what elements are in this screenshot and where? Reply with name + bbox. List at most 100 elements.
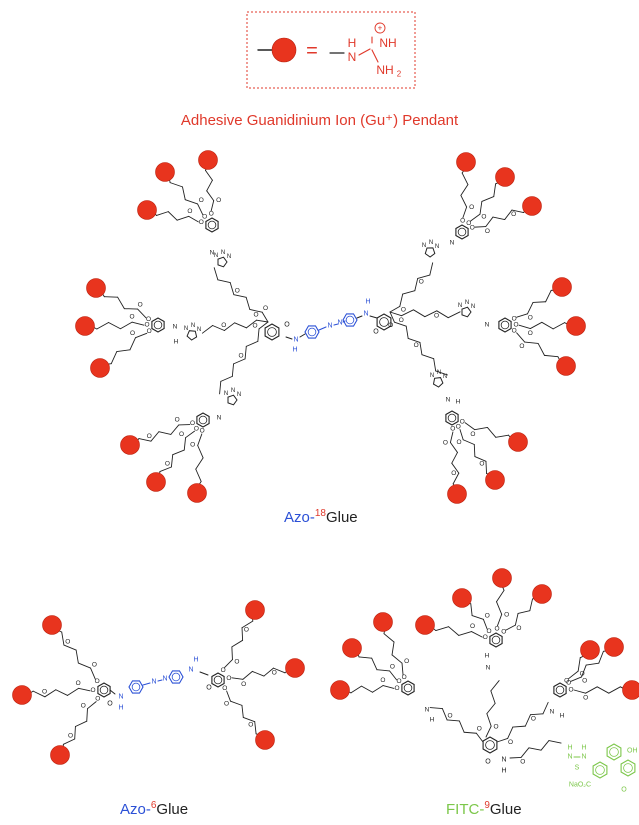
ether-oxygen: O [200, 427, 205, 434]
linker-n: N [486, 665, 491, 672]
peg-bond [496, 601, 503, 615]
peg-bond [376, 669, 390, 672]
peg-bond [233, 358, 246, 365]
aromatic-circle [131, 682, 141, 692]
guanidinium-pendant [255, 730, 275, 750]
benzene-ring [376, 313, 392, 331]
peg-oxygen: O [399, 317, 404, 324]
legend-equals: = [306, 40, 318, 62]
peg-bond [217, 279, 231, 283]
peg-bond [486, 702, 496, 715]
peg-bond [170, 424, 180, 435]
guanidinium-pendant [580, 640, 600, 660]
azo-n: N [151, 679, 156, 686]
peg-bond [245, 296, 251, 310]
peg-bond [231, 677, 244, 680]
peg-oxygen: O [580, 671, 585, 678]
linker-n: N [446, 397, 451, 404]
peg-oxygen: O [199, 197, 204, 204]
peg-bond [150, 431, 160, 442]
peg-bond [185, 430, 195, 439]
peg-bond [119, 321, 133, 330]
peg-bond [230, 700, 243, 706]
benzene-ring [304, 325, 320, 339]
azo-bond [318, 326, 327, 331]
ether-oxygen: O [483, 634, 488, 641]
legend-h: H [348, 36, 357, 50]
peg-bond [183, 437, 187, 451]
linker-h: H [174, 339, 179, 346]
peg-bond [201, 325, 214, 334]
peg-bond [226, 690, 231, 702]
guanidinium-pendant [415, 615, 435, 635]
peg-bond [496, 589, 505, 603]
amide-h: H [365, 299, 370, 306]
peg-bond [529, 321, 543, 330]
triazole-ring [217, 256, 228, 268]
peg-bond [75, 649, 79, 664]
peg-bond [446, 719, 460, 722]
caption-azo18-suffix: Glue [325, 509, 358, 526]
peg-oxygen: O [485, 613, 490, 620]
peg-bond [197, 433, 203, 446]
peg-bond [389, 311, 395, 323]
aromatic-circle [447, 413, 457, 423]
aromatic-circle [500, 320, 510, 330]
guanidinium-pendant [146, 472, 166, 492]
peg-oxygen: O [272, 670, 277, 677]
benzene-ring [592, 761, 608, 779]
peg-bond [273, 667, 286, 674]
amide-h: H [501, 768, 506, 775]
peg-oxygen: O [216, 197, 221, 204]
guanidinium-pendant [285, 658, 305, 678]
legend-nh: NH [379, 36, 396, 50]
peg-oxygen: O [253, 312, 258, 319]
peg-bond [231, 646, 233, 660]
legend-title: Adhesive Guanidinium Ion (Gu⁺) Pendant [180, 112, 459, 129]
peg-bond [485, 216, 494, 228]
peg-bond [458, 631, 472, 636]
caption-azo6: Azo-6Glue [120, 800, 188, 818]
azo-bond [342, 320, 346, 323]
peg-bond [405, 325, 409, 339]
peg-bond [461, 172, 469, 186]
guanidinium-pendant [532, 584, 552, 604]
guanidinium-pendant [485, 470, 505, 490]
peg-bond [435, 370, 448, 376]
peg-bond [458, 720, 465, 733]
guanidinium-pendant [90, 358, 110, 378]
peg-oxygen: O [175, 417, 180, 424]
ether-oxygen: O [470, 225, 475, 232]
triazole-n: N [227, 254, 231, 260]
guanidinium-pendant [12, 685, 32, 705]
peg-bond [482, 618, 488, 630]
peg-bond [436, 310, 449, 319]
peg-bond [137, 308, 147, 319]
benzene-ring [151, 317, 165, 333]
ether-oxygen: O [199, 219, 204, 226]
bond [285, 336, 293, 340]
peg-oxygen: O [519, 343, 524, 350]
bond [109, 689, 116, 695]
peg-bond [241, 627, 244, 641]
triazole-n: N [191, 323, 195, 329]
peg-bond [511, 209, 525, 213]
peg-bond [254, 721, 257, 735]
peg-oxygen: O [414, 342, 419, 349]
peg-bond [241, 620, 254, 629]
guanidinium-pendant [556, 356, 576, 376]
peg-bond [78, 687, 91, 692]
peg-bond [486, 427, 497, 438]
peg-bond [61, 631, 65, 646]
peg-oxygen: O [42, 688, 47, 695]
aromatic-circle [609, 747, 619, 757]
guanidinium-pendant [447, 484, 467, 504]
peg-oxygen: O [380, 677, 385, 684]
azo-n: N [162, 676, 167, 683]
peg-bond [485, 460, 487, 474]
peg-bond [96, 322, 110, 330]
azo-n: N [337, 320, 342, 327]
peg-oxygen: O [244, 627, 249, 634]
peg-bond [421, 354, 435, 360]
peg-bond [529, 598, 533, 612]
